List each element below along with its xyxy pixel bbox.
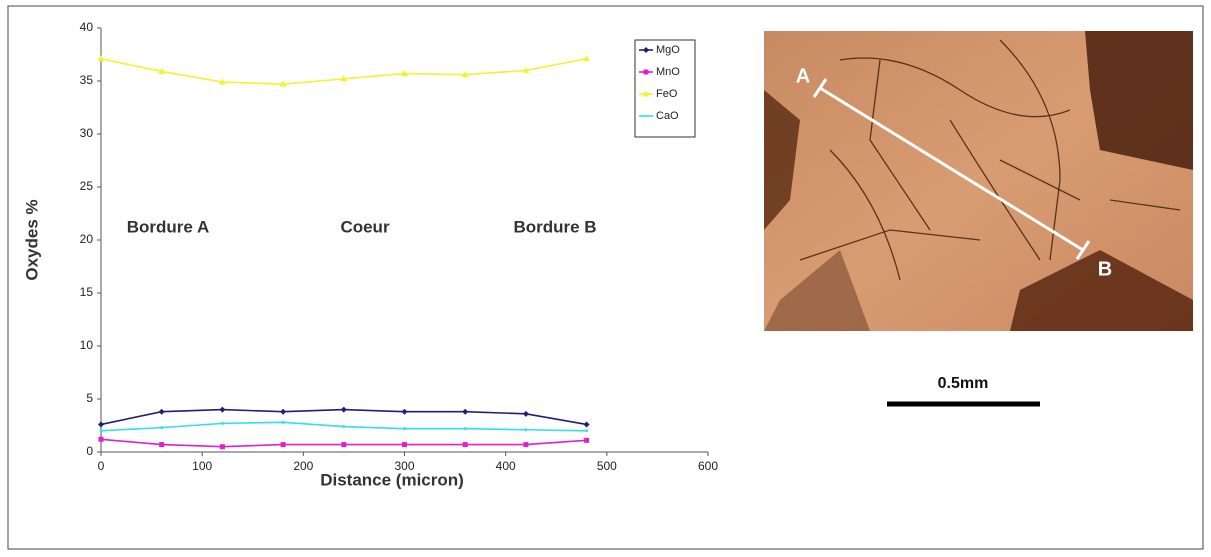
marker bbox=[280, 442, 286, 448]
x-tick-label: 100 bbox=[192, 459, 212, 473]
marker bbox=[462, 442, 468, 448]
marker bbox=[98, 436, 104, 442]
marker bbox=[342, 425, 346, 429]
y-tick-label: 0 bbox=[86, 444, 93, 458]
scale-label: 0.5mm bbox=[938, 375, 989, 392]
x-tick-label: 200 bbox=[293, 459, 313, 473]
marker bbox=[401, 408, 408, 415]
legend-box bbox=[634, 39, 696, 138]
marker bbox=[403, 427, 406, 431]
marker bbox=[97, 55, 105, 62]
marker bbox=[220, 421, 224, 425]
marker bbox=[158, 408, 165, 415]
marker bbox=[522, 66, 530, 73]
marker bbox=[280, 408, 287, 415]
y-axis-title: Oxydes % bbox=[22, 199, 41, 280]
y-tick-label: 30 bbox=[80, 126, 94, 140]
x-tick-label: 400 bbox=[496, 459, 516, 473]
marker bbox=[643, 69, 649, 75]
marker bbox=[99, 429, 103, 433]
marker bbox=[524, 428, 528, 432]
x-tick-label: 500 bbox=[597, 459, 617, 473]
x-tick-label: 600 bbox=[698, 459, 718, 473]
annotation: Bordure B bbox=[513, 217, 596, 236]
marker bbox=[643, 47, 649, 53]
marker bbox=[463, 427, 467, 431]
point-label: B bbox=[1098, 258, 1112, 280]
marker bbox=[642, 90, 650, 97]
marker bbox=[402, 442, 407, 448]
y-tick-label: 35 bbox=[80, 73, 94, 87]
legend-label: FeO bbox=[656, 88, 678, 100]
marker bbox=[219, 406, 226, 413]
y-tick-label: 25 bbox=[80, 179, 94, 193]
point-label: A bbox=[796, 65, 810, 87]
y-tick-label: 40 bbox=[80, 20, 94, 34]
marker bbox=[158, 67, 166, 74]
marker bbox=[281, 420, 285, 424]
marker bbox=[585, 429, 589, 433]
y-tick-label: 20 bbox=[80, 232, 94, 246]
marker bbox=[523, 442, 529, 448]
marker bbox=[218, 78, 226, 85]
legend-label: MgO bbox=[656, 44, 680, 56]
marker bbox=[340, 406, 347, 413]
marker bbox=[219, 444, 225, 450]
marker bbox=[461, 71, 469, 78]
x-tick-label: 0 bbox=[98, 459, 105, 473]
marker bbox=[401, 70, 408, 77]
marker bbox=[462, 408, 469, 415]
marker bbox=[340, 75, 348, 82]
annotation: Bordure A bbox=[127, 217, 210, 236]
marker bbox=[584, 437, 590, 443]
legend: MgO MnO FeO CaO bbox=[634, 39, 696, 138]
marker bbox=[583, 55, 591, 62]
y-tick-label: 5 bbox=[86, 391, 93, 405]
x-axis-title: Distance (micron) bbox=[320, 470, 464, 489]
marker bbox=[279, 80, 287, 87]
marker bbox=[341, 442, 347, 448]
marker bbox=[160, 426, 164, 430]
legend-label: MnO bbox=[656, 66, 680, 78]
marker bbox=[98, 421, 104, 428]
legend-label: CaO bbox=[656, 110, 679, 122]
micrograph: A B bbox=[764, 31, 1193, 331]
marker bbox=[583, 421, 590, 428]
y-tick-label: 15 bbox=[80, 285, 94, 299]
annotation: Coeur bbox=[340, 217, 390, 236]
marker bbox=[522, 410, 529, 417]
x-tick-label: 300 bbox=[394, 459, 414, 473]
y-tick-label: 10 bbox=[80, 338, 94, 352]
frame bbox=[7, 5, 1204, 550]
marker bbox=[159, 442, 165, 448]
